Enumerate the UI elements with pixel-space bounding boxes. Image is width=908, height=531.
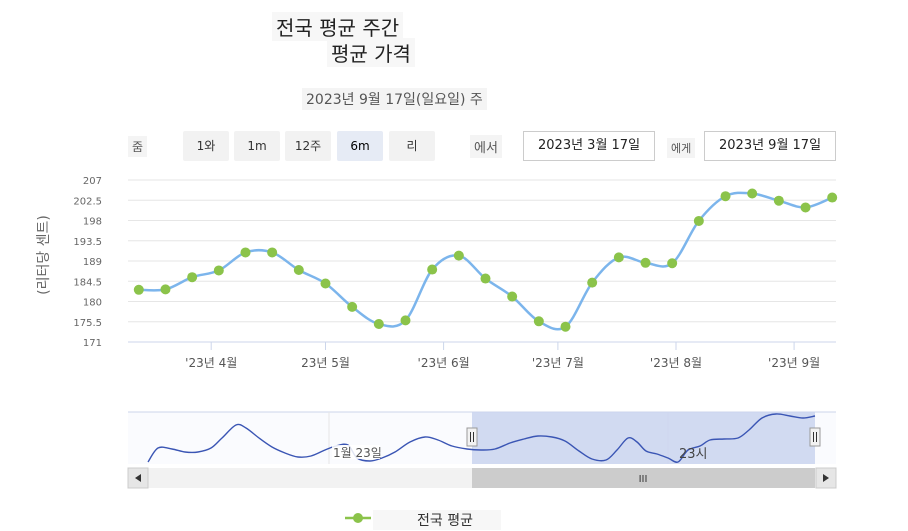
data-point[interactable] (747, 188, 758, 199)
range-button-6m[interactable]: 6m (337, 131, 383, 161)
range-button-1m[interactable]: 1m (234, 131, 280, 161)
range-button-1w[interactable]: 1와 (183, 131, 229, 161)
data-point[interactable] (613, 252, 624, 263)
scrollbar[interactable]: III (127, 467, 837, 489)
grid-lines (128, 179, 836, 343)
navigator-label-left: 1월 23일 (333, 446, 382, 460)
data-point[interactable] (400, 315, 411, 326)
y-axis-ticks: 207 202.5 198 193.5 189 184.5 180 175.5 171 (73, 176, 102, 349)
navigator-selected-range[interactable] (472, 412, 815, 464)
data-point[interactable] (533, 316, 544, 327)
x-tick-label: '23년 4월 (185, 356, 237, 370)
y-axis-title: (리터당 센트) (36, 215, 52, 295)
y-tick-label: 184.5 (73, 277, 102, 288)
data-point[interactable] (427, 264, 438, 275)
data-point[interactable] (293, 265, 304, 275)
scrollbar-thumb[interactable] (472, 468, 815, 488)
data-point[interactable] (507, 291, 518, 302)
y-tick-label: 171 (83, 338, 102, 349)
x-tick-label: '23년 7월 (532, 356, 584, 370)
data-point[interactable] (453, 250, 464, 261)
y-tick-label: 202.5 (73, 196, 102, 207)
y-tick-label: 207 (83, 176, 102, 187)
y-tick-label: 189 (83, 257, 102, 268)
to-date-input[interactable]: 2023년 9월 17일 (704, 131, 836, 161)
x-axis-ticks: '23년 4월 23년 5월 '23년 6월 '23년 7월 '23년 8월 '23년 9… (185, 342, 820, 370)
data-point[interactable] (213, 265, 224, 276)
data-point[interactable] (720, 191, 731, 202)
legend-item-national-average[interactable]: 전국 평균 (373, 510, 501, 530)
data-point[interactable] (667, 258, 678, 269)
zoom-label: 줌 (128, 136, 148, 157)
to-label: 에게 (667, 138, 696, 158)
data-point[interactable] (267, 247, 278, 258)
chart-title-line1: 전국 평균 주간 (272, 12, 404, 41)
from-label: 에서 (470, 135, 502, 158)
data-point[interactable] (827, 192, 838, 203)
navigator-series-line (147, 413, 816, 463)
data-point[interactable] (320, 278, 331, 289)
navigator-handle-right[interactable] (809, 427, 821, 447)
data-point[interactable] (773, 195, 784, 206)
data-point[interactable] (693, 215, 704, 226)
scrollbar-grip: III (639, 474, 648, 485)
series-points (133, 188, 838, 332)
data-point[interactable] (347, 301, 358, 312)
navigator[interactable]: 1월 23일 23시 (128, 411, 836, 464)
data-point[interactable] (587, 277, 598, 288)
range-button-12w[interactable]: 12주 (285, 131, 331, 161)
data-point[interactable] (240, 247, 251, 258)
chart-subtitle: 2023년 9월 17일(일요일) 주 (302, 88, 487, 110)
x-tick-label: 23년 5월 (301, 356, 350, 370)
legend-symbol[interactable] (345, 508, 375, 528)
x-tick-label: '23년 6월 (418, 356, 470, 370)
range-button-all[interactable]: 리 (389, 131, 435, 161)
y-tick-label: 193.5 (73, 237, 102, 248)
from-date-input[interactable]: 2023년 3월 17일 (523, 131, 655, 161)
data-point[interactable] (480, 273, 491, 284)
y-tick-label: 198 (83, 217, 102, 228)
data-point[interactable] (373, 319, 384, 329)
navigator-label-right: 23시 (679, 447, 708, 462)
data-point[interactable] (560, 321, 571, 332)
y-tick-label: 175.5 (73, 318, 102, 329)
x-tick-label: '23년 9월 (768, 356, 820, 370)
data-point[interactable] (160, 284, 171, 295)
data-point[interactable] (187, 272, 198, 283)
arrow-left-icon (135, 474, 141, 482)
arrow-right-icon (823, 474, 829, 482)
data-point[interactable] (640, 257, 651, 268)
chart-title-line2: 평균 가격 (327, 38, 415, 67)
data-point[interactable] (800, 202, 811, 213)
data-point[interactable] (133, 284, 144, 295)
navigator-handle-left[interactable] (466, 427, 478, 447)
x-tick-label: '23년 8월 (650, 356, 702, 370)
y-tick-label: 180 (83, 298, 102, 309)
